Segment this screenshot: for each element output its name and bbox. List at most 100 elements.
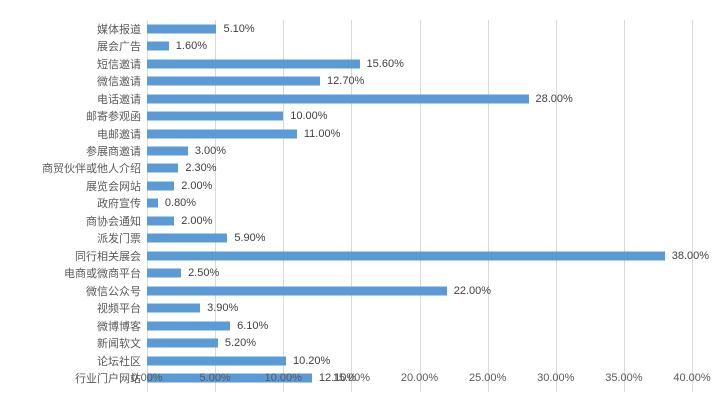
- value-label: 2.00%: [181, 214, 213, 227]
- value-label: 10.00%: [290, 110, 328, 123]
- bar: [147, 129, 297, 139]
- gridline: [555, 20, 557, 389]
- category-label: 微信公众号: [86, 285, 141, 298]
- x-axis-tick-label: 15.00%: [332, 372, 371, 384]
- bar-row: 展会广告 1.60%: [97, 37, 692, 54]
- category-label: 微博博客: [97, 320, 141, 333]
- value-label: 22.00%: [453, 284, 492, 297]
- bar: [147, 251, 665, 261]
- bar-row: 短信邀请 15.60%: [97, 55, 692, 72]
- bar-row: 视频平台 3.90%: [97, 300, 692, 317]
- value-label: 2.00%: [181, 179, 213, 192]
- bar-row: 微博博客 6.10%: [97, 317, 692, 334]
- bar: [147, 303, 201, 313]
- value-label: 10.20%: [292, 354, 331, 367]
- bar-row: 新闻软文 5.20%: [97, 334, 692, 351]
- bar-row: 媒体报道 5.10%: [97, 20, 692, 37]
- bar-row: 展览会网站 2.00%: [86, 177, 692, 194]
- axis-tick-mark: [351, 389, 353, 392]
- category-label: 商协会通知: [86, 215, 141, 228]
- gridline: [419, 20, 421, 389]
- category-label: 视频平台: [97, 303, 141, 316]
- category-label: 行业门户网站: [75, 373, 141, 386]
- axis-tick-mark: [623, 389, 625, 392]
- bar-rows: 媒体报道 5.10% 展会广告 1.60% 短信邀请 15.60% 微信邀请 12.70% 电话…: [42, 20, 709, 387]
- bar-row: 电话邀请 28.00%: [97, 90, 692, 107]
- category-label: 电商或微商平台: [64, 268, 141, 281]
- value-label: 1.60%: [175, 40, 207, 53]
- bar: [147, 286, 447, 296]
- bar: [147, 59, 360, 69]
- value-label: 5.10%: [223, 22, 255, 35]
- value-label: 38.00%: [671, 249, 710, 262]
- value-label: 6.10%: [237, 319, 269, 332]
- bar-row: 同行相关展会 38.00%: [75, 247, 709, 264]
- axis-tick-mark: [419, 389, 421, 392]
- category-label: 微信邀请: [97, 76, 141, 89]
- value-label: 5.90%: [234, 232, 266, 245]
- value-label: 0.80%: [164, 197, 197, 210]
- value-label: 11.00%: [303, 127, 341, 140]
- bar-row: 微信邀请 12.70%: [97, 72, 692, 89]
- value-label: 28.00%: [535, 92, 573, 105]
- gridline: [623, 20, 625, 389]
- value-label: 15.60%: [366, 57, 404, 70]
- bar: [147, 198, 158, 208]
- value-label: 5.20%: [224, 337, 257, 350]
- bar: [147, 233, 228, 243]
- axis-tick-mark: [283, 389, 285, 392]
- category-label: 短信邀请: [97, 58, 141, 71]
- bar: [147, 24, 217, 34]
- bar: [147, 216, 175, 226]
- bar-row: 电商或微商平台 2.50%: [64, 265, 692, 282]
- category-label: 同行相关展会: [75, 250, 141, 263]
- gridline: [692, 20, 693, 389]
- bar-row: 行业门户网站 12.10%: [75, 369, 692, 386]
- bar-row: 商协会通知 2.00%: [86, 212, 692, 229]
- category-label: 参展商邀请: [86, 146, 141, 159]
- category-label: 派发门票: [97, 233, 141, 246]
- bar-row: 邮寄参观函 10.00%: [86, 107, 692, 124]
- bar: [147, 356, 286, 366]
- value-label: 3.00%: [194, 145, 227, 158]
- category-label: 商贸伙伴或他人介绍: [42, 163, 141, 176]
- x-axis-tick-label: 20.00%: [400, 372, 439, 384]
- category-label: 媒体报道: [97, 23, 141, 36]
- category-label: 论坛社区: [97, 355, 141, 368]
- bar-row: 派发门票 5.90%: [97, 230, 692, 247]
- gridline: [283, 20, 285, 389]
- category-label: 展会广告: [97, 41, 141, 54]
- value-label: 3.90%: [207, 302, 239, 315]
- x-axis-tick-label: 25.00%: [468, 372, 507, 384]
- category-label: 电话邀请: [97, 93, 141, 106]
- x-axis-tick-label: 40.00%: [673, 372, 711, 384]
- bar: [147, 321, 231, 331]
- bar: [147, 111, 284, 121]
- category-label: 新闻软文: [97, 338, 141, 351]
- x-axis-tick-label: 0.00%: [131, 372, 163, 384]
- axis-tick-mark: [147, 389, 148, 392]
- category-label: 展览会网站: [86, 180, 141, 193]
- bar: [147, 181, 175, 191]
- bar-row: 电邮邀请 11.00%: [97, 125, 692, 142]
- gridline: [351, 20, 353, 389]
- plot-area: 媒体报道 5.10% 展会广告 1.60% 短信邀请 15.60% 微信邀请 12.70% 电话…: [42, 20, 709, 392]
- axis-tick-mark: [215, 389, 217, 392]
- value-label: 2.30%: [185, 162, 217, 175]
- axis-tick-mark: [555, 389, 557, 392]
- bar-row: 商贸伙伴或他人介绍 2.30%: [42, 160, 692, 177]
- bar: [147, 41, 169, 51]
- gridline: [215, 20, 217, 389]
- value-label: 12.70%: [327, 75, 365, 88]
- value-label: 2.50%: [188, 267, 220, 280]
- bar: [147, 146, 188, 156]
- x-axis-tick-label: 5.00%: [199, 372, 231, 384]
- axis-tick-mark: [692, 389, 693, 392]
- bar-row: 参展商邀请 3.00%: [86, 142, 692, 159]
- bar-row: 微信公众号 22.00%: [86, 282, 692, 299]
- bar-row: 政府宣传 0.80%: [97, 195, 692, 212]
- category-label: 电邮邀请: [97, 128, 141, 141]
- bar: [147, 76, 321, 86]
- x-axis-tick-label: 30.00%: [537, 372, 575, 384]
